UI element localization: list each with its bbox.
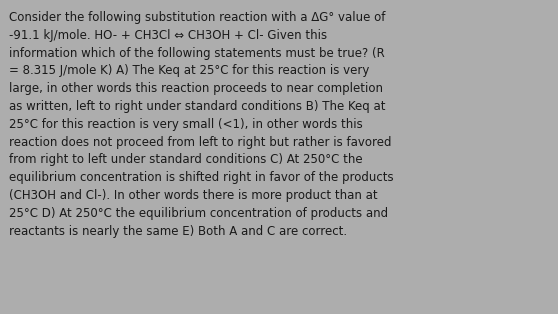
Text: Consider the following substitution reaction with a ΔG° value of
-91.1 kJ/mole. : Consider the following substitution reac… — [9, 11, 393, 238]
